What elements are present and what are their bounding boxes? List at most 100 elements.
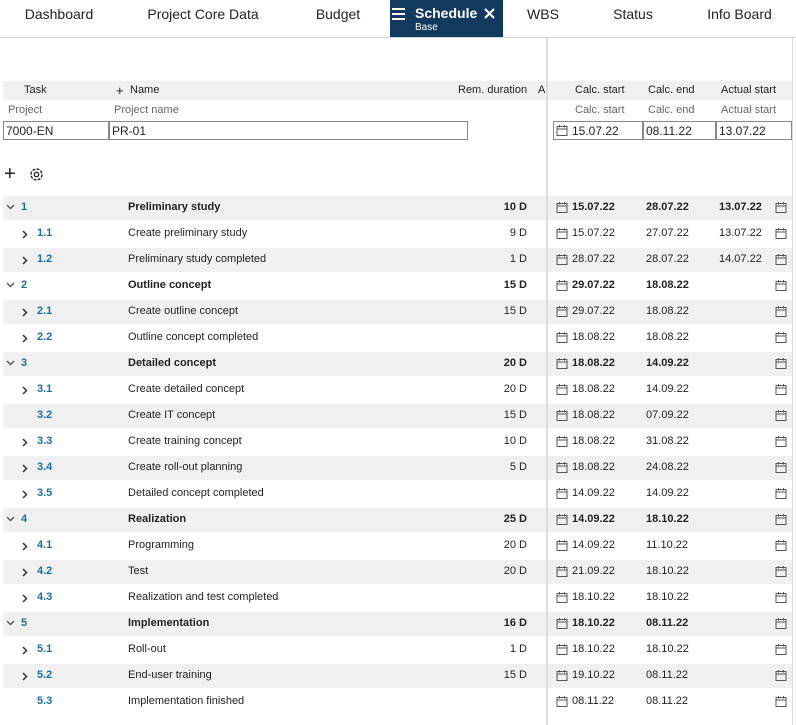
task-id[interactable]: 3.3 xyxy=(37,435,53,447)
expand-toggle[interactable] xyxy=(22,490,28,499)
task-id[interactable]: 1 xyxy=(21,201,28,213)
expand-toggle[interactable] xyxy=(22,464,28,473)
calendar-icon[interactable] xyxy=(556,305,568,318)
calendar-icon[interactable] xyxy=(775,617,787,630)
calendar-icon[interactable] xyxy=(775,227,787,240)
expand-toggle[interactable] xyxy=(22,334,28,343)
menu-icon[interactable] xyxy=(392,7,405,21)
expand-toggle[interactable] xyxy=(22,256,28,265)
column-header[interactable]: A xyxy=(538,84,546,96)
calendar-icon[interactable] xyxy=(556,383,568,396)
add-column-icon[interactable]: + xyxy=(116,83,124,98)
tab[interactable]: Status xyxy=(613,6,653,22)
calendar-icon[interactable] xyxy=(775,695,787,708)
task-id[interactable]: 5.3 xyxy=(37,695,53,707)
calendar-icon[interactable] xyxy=(556,487,568,500)
task-id[interactable]: 1.1 xyxy=(37,227,53,239)
calendar-icon[interactable] xyxy=(556,253,568,266)
calendar-icon[interactable] xyxy=(556,124,568,137)
collapse-toggle[interactable] xyxy=(6,620,15,626)
tab[interactable]: Budget xyxy=(315,6,361,22)
column-header[interactable]: Calc. start xyxy=(575,84,625,96)
calendar-icon[interactable] xyxy=(775,305,787,318)
calendar-icon[interactable] xyxy=(775,513,787,526)
task-id[interactable]: 2.1 xyxy=(37,305,53,317)
calendar-icon[interactable] xyxy=(556,461,568,474)
calendar-icon[interactable] xyxy=(775,487,787,500)
calendar-icon[interactable] xyxy=(556,695,568,708)
calendar-icon[interactable] xyxy=(556,539,568,552)
column-header[interactable]: Actual start xyxy=(721,84,777,96)
active-tab[interactable] xyxy=(390,0,503,37)
task-id[interactable]: 4.2 xyxy=(37,565,53,577)
calendar-icon[interactable] xyxy=(556,669,568,682)
task-id[interactable]: 3.1 xyxy=(37,383,53,395)
add-button[interactable]: + xyxy=(4,163,16,185)
filter-input[interactable]: 08.11.22 xyxy=(643,121,716,140)
calendar-icon[interactable] xyxy=(775,279,787,292)
filter-input[interactable]: PR-01 xyxy=(109,121,468,140)
task-id[interactable]: 5.2 xyxy=(37,669,53,681)
expand-toggle[interactable] xyxy=(22,308,28,317)
tab[interactable]: WBS xyxy=(527,6,559,22)
task-id[interactable]: 3.4 xyxy=(37,461,53,473)
column-header[interactable]: Name xyxy=(130,84,160,96)
task-id[interactable]: 2 xyxy=(21,279,28,291)
calendar-icon[interactable] xyxy=(775,669,787,682)
calendar-icon[interactable] xyxy=(775,331,787,344)
task-id[interactable]: 3.2 xyxy=(37,409,53,421)
calendar-icon[interactable] xyxy=(556,331,568,344)
collapse-toggle[interactable] xyxy=(6,360,15,366)
collapse-toggle[interactable] xyxy=(6,516,15,522)
collapse-toggle[interactable] xyxy=(6,204,15,210)
task-id[interactable]: 4.1 xyxy=(37,539,53,551)
task-id[interactable]: 5.1 xyxy=(37,643,53,655)
calendar-icon[interactable] xyxy=(556,643,568,656)
calendar-icon[interactable] xyxy=(556,435,568,448)
calendar-icon[interactable] xyxy=(775,201,787,214)
task-id[interactable]: 2.2 xyxy=(37,331,53,343)
filter-input[interactable]: 7000-EN xyxy=(3,121,109,140)
calendar-icon[interactable] xyxy=(556,513,568,526)
expand-toggle[interactable] xyxy=(22,594,28,603)
expand-toggle[interactable] xyxy=(22,646,28,655)
filter-input[interactable]: 13.07.22 xyxy=(716,121,792,140)
calendar-icon[interactable] xyxy=(775,435,787,448)
calendar-icon[interactable] xyxy=(556,617,568,630)
column-header[interactable]: Calc. end xyxy=(648,84,695,96)
pane-splitter[interactable] xyxy=(546,38,548,725)
calendar-icon[interactable] xyxy=(556,357,568,370)
task-id[interactable]: 3 xyxy=(21,357,28,369)
expand-toggle[interactable] xyxy=(22,230,28,239)
expand-toggle[interactable] xyxy=(22,542,28,551)
column-header[interactable]: Task xyxy=(24,84,47,96)
calendar-icon[interactable] xyxy=(556,591,568,604)
calendar-icon[interactable] xyxy=(556,201,568,214)
calendar-icon[interactable] xyxy=(556,565,568,578)
calendar-icon[interactable] xyxy=(775,565,787,578)
calendar-icon[interactable] xyxy=(775,253,787,266)
expand-toggle[interactable] xyxy=(22,438,28,447)
calendar-icon[interactable] xyxy=(775,357,787,370)
calendar-icon[interactable] xyxy=(556,279,568,292)
filter-input[interactable]: 15.07.22 xyxy=(553,121,643,140)
calendar-icon[interactable] xyxy=(556,409,568,422)
expand-toggle[interactable] xyxy=(22,386,28,395)
close-tab[interactable] xyxy=(484,8,495,19)
task-id[interactable]: 4 xyxy=(21,513,28,525)
calendar-icon[interactable] xyxy=(775,461,787,474)
task-id[interactable]: 5 xyxy=(21,617,28,629)
settings-button[interactable] xyxy=(28,166,45,183)
calendar-icon[interactable] xyxy=(775,409,787,422)
tab[interactable]: Info Board xyxy=(707,6,772,22)
calendar-icon[interactable] xyxy=(775,643,787,656)
calendar-icon[interactable] xyxy=(775,383,787,396)
task-id[interactable]: 1.2 xyxy=(37,253,53,265)
task-id[interactable]: 4.3 xyxy=(37,591,53,603)
tab-label[interactable]: Schedule xyxy=(415,5,478,21)
calendar-icon[interactable] xyxy=(556,227,568,240)
calendar-icon[interactable] xyxy=(775,539,787,552)
expand-toggle[interactable] xyxy=(22,568,28,577)
expand-toggle[interactable] xyxy=(22,672,28,681)
task-id[interactable]: 3.5 xyxy=(37,487,53,499)
